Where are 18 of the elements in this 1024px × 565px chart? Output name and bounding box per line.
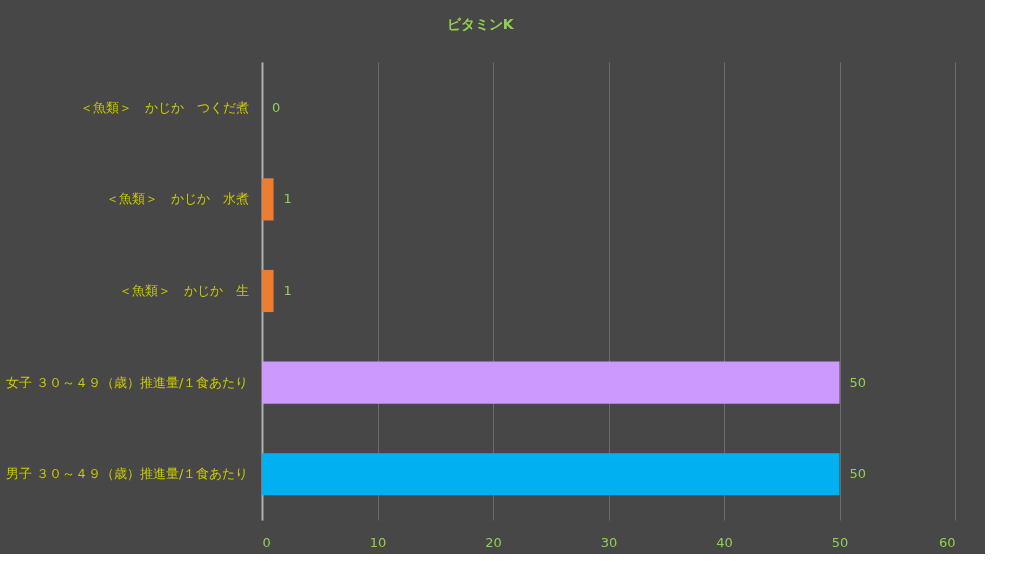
data-label: 50: [849, 466, 867, 482]
x-tick-label: 60: [938, 534, 956, 550]
y-tick-label: ＜魚類＞ かじか 生: [118, 283, 249, 298]
y-tick-label: ＜魚類＞ かじか 水煮: [105, 191, 249, 207]
data-label: 0: [272, 99, 281, 115]
x-tick-label: 0: [262, 534, 271, 550]
y-tick-label: 女子 ３０～４９（歳）推進量/１食あたり: [5, 374, 249, 390]
y-tick-label: ＜魚類＞ かじか つくだ煮: [79, 99, 249, 115]
x-tick-label: 10: [369, 534, 387, 550]
y-tick-label: 男子 ３０～４９（歳）推進量/１食あたり: [5, 466, 249, 482]
data-label: 1: [283, 283, 292, 298]
x-tick-label: 30: [600, 534, 618, 550]
x-tick-label: 50: [831, 534, 849, 550]
chart-title: ビタミンK: [446, 16, 515, 32]
data-label: 50: [849, 374, 867, 390]
x-tick-label: 40: [716, 534, 733, 550]
x-tick-label: 20: [485, 534, 502, 550]
data-label: 1: [283, 191, 292, 207]
